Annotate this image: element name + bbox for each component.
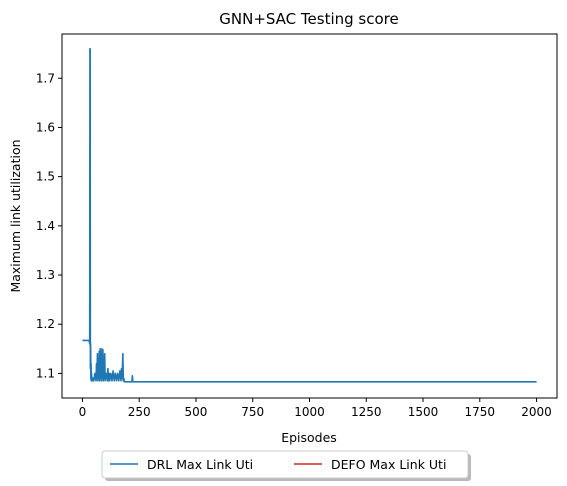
plot-area <box>61 33 558 399</box>
x-axis-label: Episodes <box>281 430 337 445</box>
y-axis-label: Maximum link utilization <box>8 139 23 292</box>
legend-box <box>101 450 469 479</box>
y-tick-label: 1.3 <box>36 268 55 282</box>
y-tick-label: 1.4 <box>36 219 55 233</box>
series-line-drl <box>82 47 537 383</box>
y-tick-label: 1.7 <box>36 71 55 85</box>
x-tick-label: 500 <box>185 405 208 419</box>
y-tick-label: 1.1 <box>36 366 55 380</box>
y-axis-ticks: 1.1 1.2 1.3 1.4 1.5 1.6 1.7 <box>36 71 62 380</box>
series-layer <box>82 47 537 383</box>
x-tick-label: 0 <box>79 405 87 419</box>
axes-background <box>62 34 557 398</box>
legend: DRL Max Link Uti DEFO Max Link Uti <box>101 450 471 481</box>
x-tick-label: 1750 <box>465 405 496 419</box>
x-tick-label: 2000 <box>521 405 552 419</box>
x-tick-label: 750 <box>241 405 264 419</box>
y-tick-label: 1.2 <box>36 317 55 331</box>
chart-title: GNN+SAC Testing score <box>219 10 398 28</box>
x-tick-label: 1500 <box>408 405 439 419</box>
legend-entry-drl: DRL Max Link Uti <box>147 457 253 472</box>
legend-entry-defo: DEFO Max Link Uti <box>331 457 446 472</box>
x-tick-label: 250 <box>128 405 151 419</box>
y-tick-label: 1.5 <box>36 170 55 184</box>
x-tick-label: 1250 <box>351 405 382 419</box>
x-axis-ticks: 0 250 500 750 1000 1250 1500 1750 2000 <box>79 398 552 419</box>
y-tick-label: 1.6 <box>36 120 55 134</box>
x-tick-label: 1000 <box>294 405 325 419</box>
